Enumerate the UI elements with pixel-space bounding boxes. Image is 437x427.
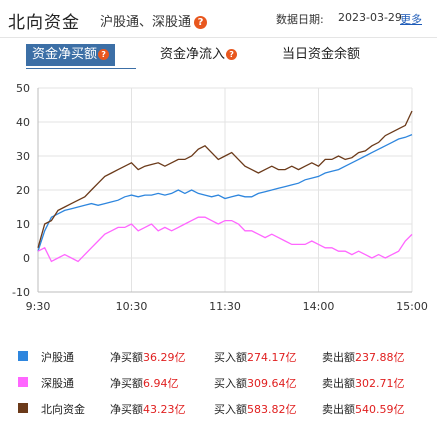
subtitle-text: 沪股通、深股通: [100, 15, 192, 30]
series-line-1: [37, 216, 413, 263]
more-link[interactable]: 更多: [400, 13, 422, 26]
x-tick-label: 15:00: [396, 300, 428, 313]
sell-label: 卖出额: [322, 377, 355, 390]
legend-swatch-hgt: [18, 351, 28, 361]
legend-row-north: 北向资金 净买额43.23亿 买入额583.82亿 卖出额540.59亿: [0, 397, 437, 423]
legend-row-hgt: 沪股通 净买额36.29亿 买入额274.17亿 卖出额237.88亿: [0, 345, 437, 371]
legend-sell: 卖出额302.71亿: [322, 375, 405, 391]
legend-row-sgt: 深股通 净买额6.94亿 买入额309.64亿 卖出额302.71亿: [0, 371, 437, 397]
net-value: 6.94亿: [143, 377, 179, 390]
buy-value: 583.82亿: [247, 403, 297, 416]
tab-net-buy-help-icon[interactable]: ?: [98, 49, 110, 60]
tab-net-inflow[interactable]: 资金净流入?: [160, 44, 238, 66]
y-tick-label: -10: [12, 286, 30, 299]
legend-sell: 卖出额237.88亿: [322, 349, 405, 365]
legend-net: 净买额43.23亿: [110, 401, 186, 417]
y-tick-label: 0: [23, 252, 30, 265]
legend-sell: 卖出额540.59亿: [322, 401, 405, 417]
active-tab-underline: [26, 68, 136, 69]
series-line-0: [37, 133, 413, 252]
sell-value: 540.59亿: [355, 403, 405, 416]
date-value: 2023-03-29: [338, 11, 402, 24]
x-tick-label: 10:30: [116, 300, 148, 313]
series-line-2: [37, 110, 413, 248]
page-title: 北向资金: [8, 13, 80, 33]
tab-bar: 资金净买额? 资金净流入? 当日资金余额: [0, 44, 437, 70]
legend-name: 沪股通: [41, 351, 74, 364]
page-subtitle: 沪股通、深股通?: [100, 11, 208, 30]
buy-value: 309.64亿: [247, 377, 297, 390]
net-value: 36.29亿: [143, 351, 186, 364]
net-value: 43.23亿: [143, 403, 186, 416]
legend-name: 北向资金: [41, 403, 85, 416]
help-icon[interactable]: ?: [194, 16, 208, 29]
legend-buy: 买入额274.17亿: [214, 349, 297, 365]
sell-value: 302.71亿: [355, 377, 405, 390]
legend-swatch-sgt: [18, 377, 28, 387]
x-tick-label: 11:30: [209, 300, 241, 313]
tab-daily-balance-label: 当日资金余额: [282, 47, 361, 62]
y-tick-label: 20: [16, 184, 30, 197]
legend-net: 净买额36.29亿: [110, 349, 186, 365]
header-divider: [0, 37, 437, 38]
legend-buy: 买入额583.82亿: [214, 401, 297, 417]
buy-label: 买入额: [214, 377, 247, 390]
legend-name: 深股通: [41, 377, 74, 390]
header: 北向资金 沪股通、深股通? 数据日期: 2023-03-29 更多: [0, 0, 437, 36]
sell-label: 卖出额: [322, 351, 355, 364]
y-tick-label: 50: [16, 82, 30, 95]
tab-net-buy[interactable]: 资金净买额?: [26, 44, 116, 66]
x-tick-label: 14:00: [303, 300, 335, 313]
buy-label: 买入额: [214, 351, 247, 364]
tab-daily-balance[interactable]: 当日资金余额: [282, 44, 360, 66]
net-label: 净买额: [110, 351, 143, 364]
tab-net-buy-label: 资金净买额: [32, 47, 98, 62]
net-label: 净买额: [110, 403, 143, 416]
y-tick-label: 30: [16, 150, 30, 163]
y-tick-label: 40: [16, 116, 30, 129]
legend-swatch-north: [18, 403, 28, 413]
legend-buy: 买入额309.64亿: [214, 375, 297, 391]
sell-label: 卖出额: [322, 403, 355, 416]
x-tick-label: 9:30: [26, 300, 51, 313]
buy-label: 买入额: [214, 403, 247, 416]
y-tick-label: 10: [16, 218, 30, 231]
sell-value: 237.88亿: [355, 351, 405, 364]
net-label: 净买额: [110, 377, 143, 390]
tab-net-inflow-help-icon[interactable]: ?: [226, 49, 238, 60]
legend-net: 净买额6.94亿: [110, 375, 179, 391]
buy-value: 274.17亿: [247, 351, 297, 364]
line-chart: 50 40 30 20 10 0 -109:30 10:30 11:30 14:00 15:00: [12, 82, 428, 313]
tab-net-inflow-label: 资金净流入: [160, 47, 226, 62]
date-label: 数据日期:: [276, 13, 324, 26]
legend: 沪股通 净买额36.29亿 买入额274.17亿 卖出额237.88亿 深股通 …: [0, 345, 437, 423]
